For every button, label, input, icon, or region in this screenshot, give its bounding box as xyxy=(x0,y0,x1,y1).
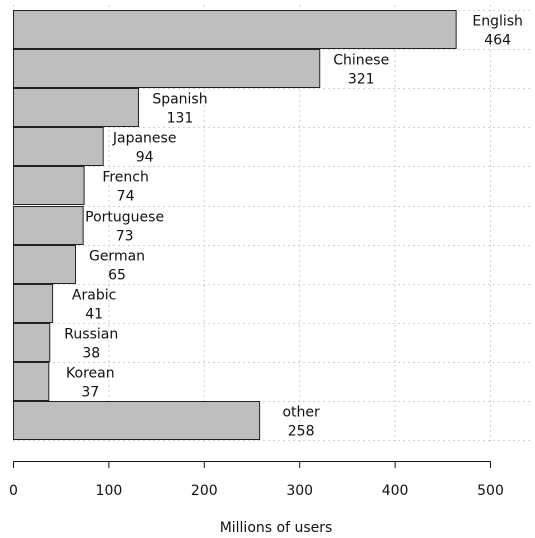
x-tick-label: 400 xyxy=(382,483,409,499)
bars xyxy=(13,10,457,440)
bar-category-label: Arabic xyxy=(72,288,116,304)
x-tick-label: 300 xyxy=(286,483,313,499)
bar-value-label: 94 xyxy=(136,150,154,166)
bar-other xyxy=(13,401,261,440)
bar-value-label: 38 xyxy=(82,346,100,362)
bar-value-label: 37 xyxy=(81,385,99,401)
bar-chinese xyxy=(13,49,321,88)
bar-korean xyxy=(13,362,50,401)
bar-labels: English 464 Chinese 321 Spanish 131 Japanese 94… xyxy=(64,14,523,440)
bar-value-label: 73 xyxy=(116,229,134,245)
bar-russian xyxy=(13,323,51,362)
x-axis: 0 100 200 300 400 500 xyxy=(9,461,504,499)
bar-value-label: 131 xyxy=(167,111,194,127)
bar-category-label: Portuguese xyxy=(85,210,164,226)
bar-english xyxy=(13,10,457,49)
bar-category-label: Spanish xyxy=(152,92,207,108)
bar-value-label: 321 xyxy=(348,72,375,88)
bar-japanese xyxy=(13,127,104,166)
bar-arabic xyxy=(13,284,54,323)
bar-portuguese xyxy=(13,206,84,245)
bar-category-label: Korean xyxy=(66,366,115,382)
bar-category-label: Russian xyxy=(64,327,118,343)
bar-value-label: 41 xyxy=(85,307,103,323)
bar-category-label: other xyxy=(282,405,320,421)
bar-value-label: 65 xyxy=(108,268,126,284)
bar-value-label: 464 xyxy=(484,33,511,49)
x-tick-label: 500 xyxy=(477,483,504,499)
x-tick-label: 200 xyxy=(191,483,218,499)
bar-french xyxy=(13,166,85,205)
bar-category-label: French xyxy=(102,170,149,186)
x-tick-label: 0 xyxy=(9,483,18,499)
bar-value-label: 74 xyxy=(117,189,135,205)
bar-value-label: 258 xyxy=(288,424,315,440)
bar-category-label: Japanese xyxy=(112,131,177,147)
bar-category-label: Chinese xyxy=(333,53,389,69)
x-axis-label: Millions of users xyxy=(220,520,333,536)
bar-category-label: English xyxy=(472,14,523,30)
bar-category-label: German xyxy=(89,249,145,265)
x-tick-label: 100 xyxy=(96,483,123,499)
bar-german xyxy=(13,245,77,284)
bar-spanish xyxy=(13,88,139,127)
